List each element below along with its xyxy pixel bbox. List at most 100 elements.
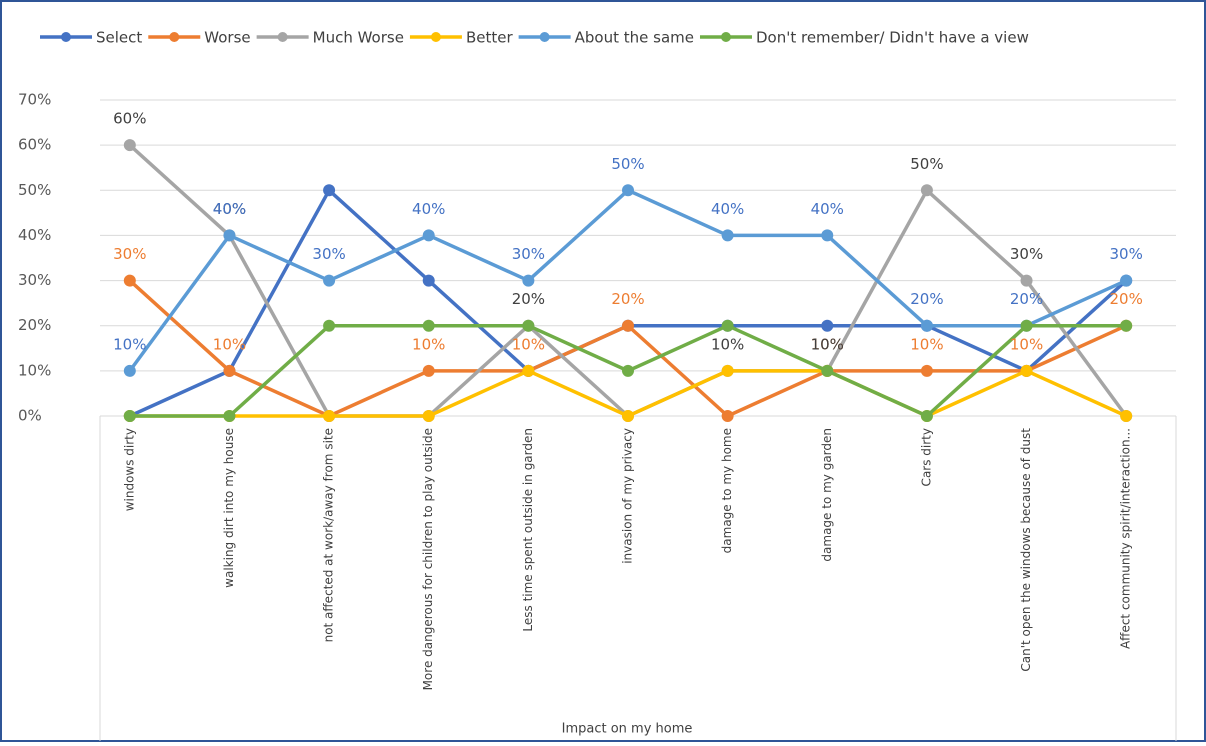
- data-point: [721, 229, 734, 242]
- data-point: [123, 410, 136, 422]
- y-tick-label: 40%: [18, 226, 51, 244]
- data-point: [721, 319, 734, 332]
- data-point: [522, 364, 535, 377]
- data-label: 10%: [412, 335, 445, 353]
- legend-marker: [169, 32, 180, 42]
- data-point: [920, 319, 933, 332]
- data-label: 10%: [1010, 335, 1043, 353]
- data-point: [920, 364, 933, 377]
- data-label: 50%: [611, 155, 644, 173]
- data-point: [1020, 364, 1033, 377]
- data-label: 10%: [711, 335, 744, 353]
- y-tick-label: 60%: [18, 136, 51, 154]
- x-tick-label: Cars dirty: [919, 428, 933, 486]
- legend-marker: [61, 32, 71, 42]
- data-label: 20%: [910, 290, 943, 308]
- legend-marker: [430, 32, 441, 42]
- x-tick-label: Less time spent outside in garden: [521, 428, 535, 632]
- data-label: 60%: [113, 110, 146, 128]
- y-tick-label: 0%: [18, 407, 42, 425]
- data-point: [622, 184, 634, 197]
- data-label: 20%: [512, 290, 545, 308]
- x-tick-label: damage to my garden: [820, 428, 834, 562]
- data-point: [522, 319, 535, 332]
- data-label: 40%: [213, 200, 246, 218]
- data-label: 30%: [512, 245, 545, 263]
- data-point: [622, 410, 634, 422]
- data-label: 30%: [1010, 245, 1043, 263]
- legend-label: Better: [466, 29, 514, 47]
- data-point: [223, 410, 236, 422]
- data-point: [422, 410, 435, 422]
- legend-label: Much Worse: [313, 29, 404, 47]
- data-point: [721, 410, 734, 422]
- legend-label: Don't remember/ Didn't have a view: [756, 29, 1029, 47]
- data-point: [323, 274, 336, 287]
- y-tick-label: 50%: [18, 181, 51, 199]
- y-tick-label: 20%: [18, 316, 51, 334]
- legend-label: About the same: [575, 29, 694, 47]
- x-tick-label: walking dirt into my house: [222, 428, 236, 588]
- data-label: 20%: [611, 290, 644, 308]
- x-tick-label: invasion of my privacy: [621, 428, 635, 564]
- data-point: [1120, 410, 1133, 422]
- data-point: [323, 184, 336, 197]
- data-label: 50%: [910, 155, 943, 173]
- data-point: [721, 364, 734, 377]
- data-label: 40%: [811, 200, 844, 218]
- data-label: 10%: [213, 335, 246, 353]
- data-point: [821, 364, 834, 377]
- data-point: [920, 184, 933, 197]
- data-point: [1020, 274, 1033, 287]
- data-point: [123, 364, 136, 377]
- data-point: [1020, 319, 1033, 332]
- data-point: [422, 364, 435, 377]
- legend-marker: [277, 32, 288, 42]
- y-tick-label: 10%: [18, 361, 51, 379]
- x-tick-label: damage to my home: [720, 428, 734, 553]
- x-tick-label: not affected at work/away from site: [322, 428, 336, 642]
- data-label: 10%: [811, 335, 844, 353]
- data-label: 30%: [113, 245, 146, 263]
- data-point: [223, 229, 236, 242]
- data-point: [622, 319, 634, 332]
- data-point: [920, 410, 933, 422]
- data-point: [1120, 319, 1133, 332]
- data-point: [422, 229, 435, 242]
- y-tick-label: 70%: [18, 91, 51, 109]
- data-point: [522, 274, 535, 287]
- data-point: [1120, 274, 1133, 287]
- data-label: 20%: [1110, 290, 1143, 308]
- data-label: 30%: [1110, 245, 1143, 263]
- data-label: 10%: [113, 335, 146, 353]
- data-point: [422, 319, 435, 332]
- data-point: [422, 274, 435, 287]
- data-point: [323, 319, 336, 332]
- data-point: [123, 139, 136, 152]
- x-tick-label: Affect community spirit/interaction...: [1119, 428, 1133, 649]
- data-point: [821, 229, 834, 242]
- data-label: 10%: [910, 335, 943, 353]
- data-label: 10%: [512, 335, 545, 353]
- x-tick-label: More dangerous for children to play outs…: [421, 428, 435, 690]
- data-label: 10%: [811, 335, 844, 353]
- data-label: 30%: [312, 245, 345, 263]
- data-label: 20%: [1010, 290, 1043, 308]
- y-tick-label: 30%: [18, 271, 51, 289]
- legend-marker: [720, 32, 731, 42]
- data-point: [123, 274, 136, 287]
- data-label: 40%: [412, 200, 445, 218]
- x-tick-label: Can't open the windows because of dust: [1019, 428, 1033, 672]
- legend-marker: [539, 32, 550, 42]
- data-point: [622, 364, 634, 377]
- x-axis-title: Impact on my home: [562, 722, 693, 737]
- data-point: [821, 319, 834, 332]
- data-label: 40%: [711, 200, 744, 218]
- data-point: [223, 364, 236, 377]
- data-point: [323, 410, 336, 422]
- x-tick-label: windows dirty: [122, 428, 136, 511]
- data-label: 40%: [213, 200, 246, 218]
- legend-label: Worse: [204, 29, 250, 47]
- legend-label: Select: [96, 29, 142, 47]
